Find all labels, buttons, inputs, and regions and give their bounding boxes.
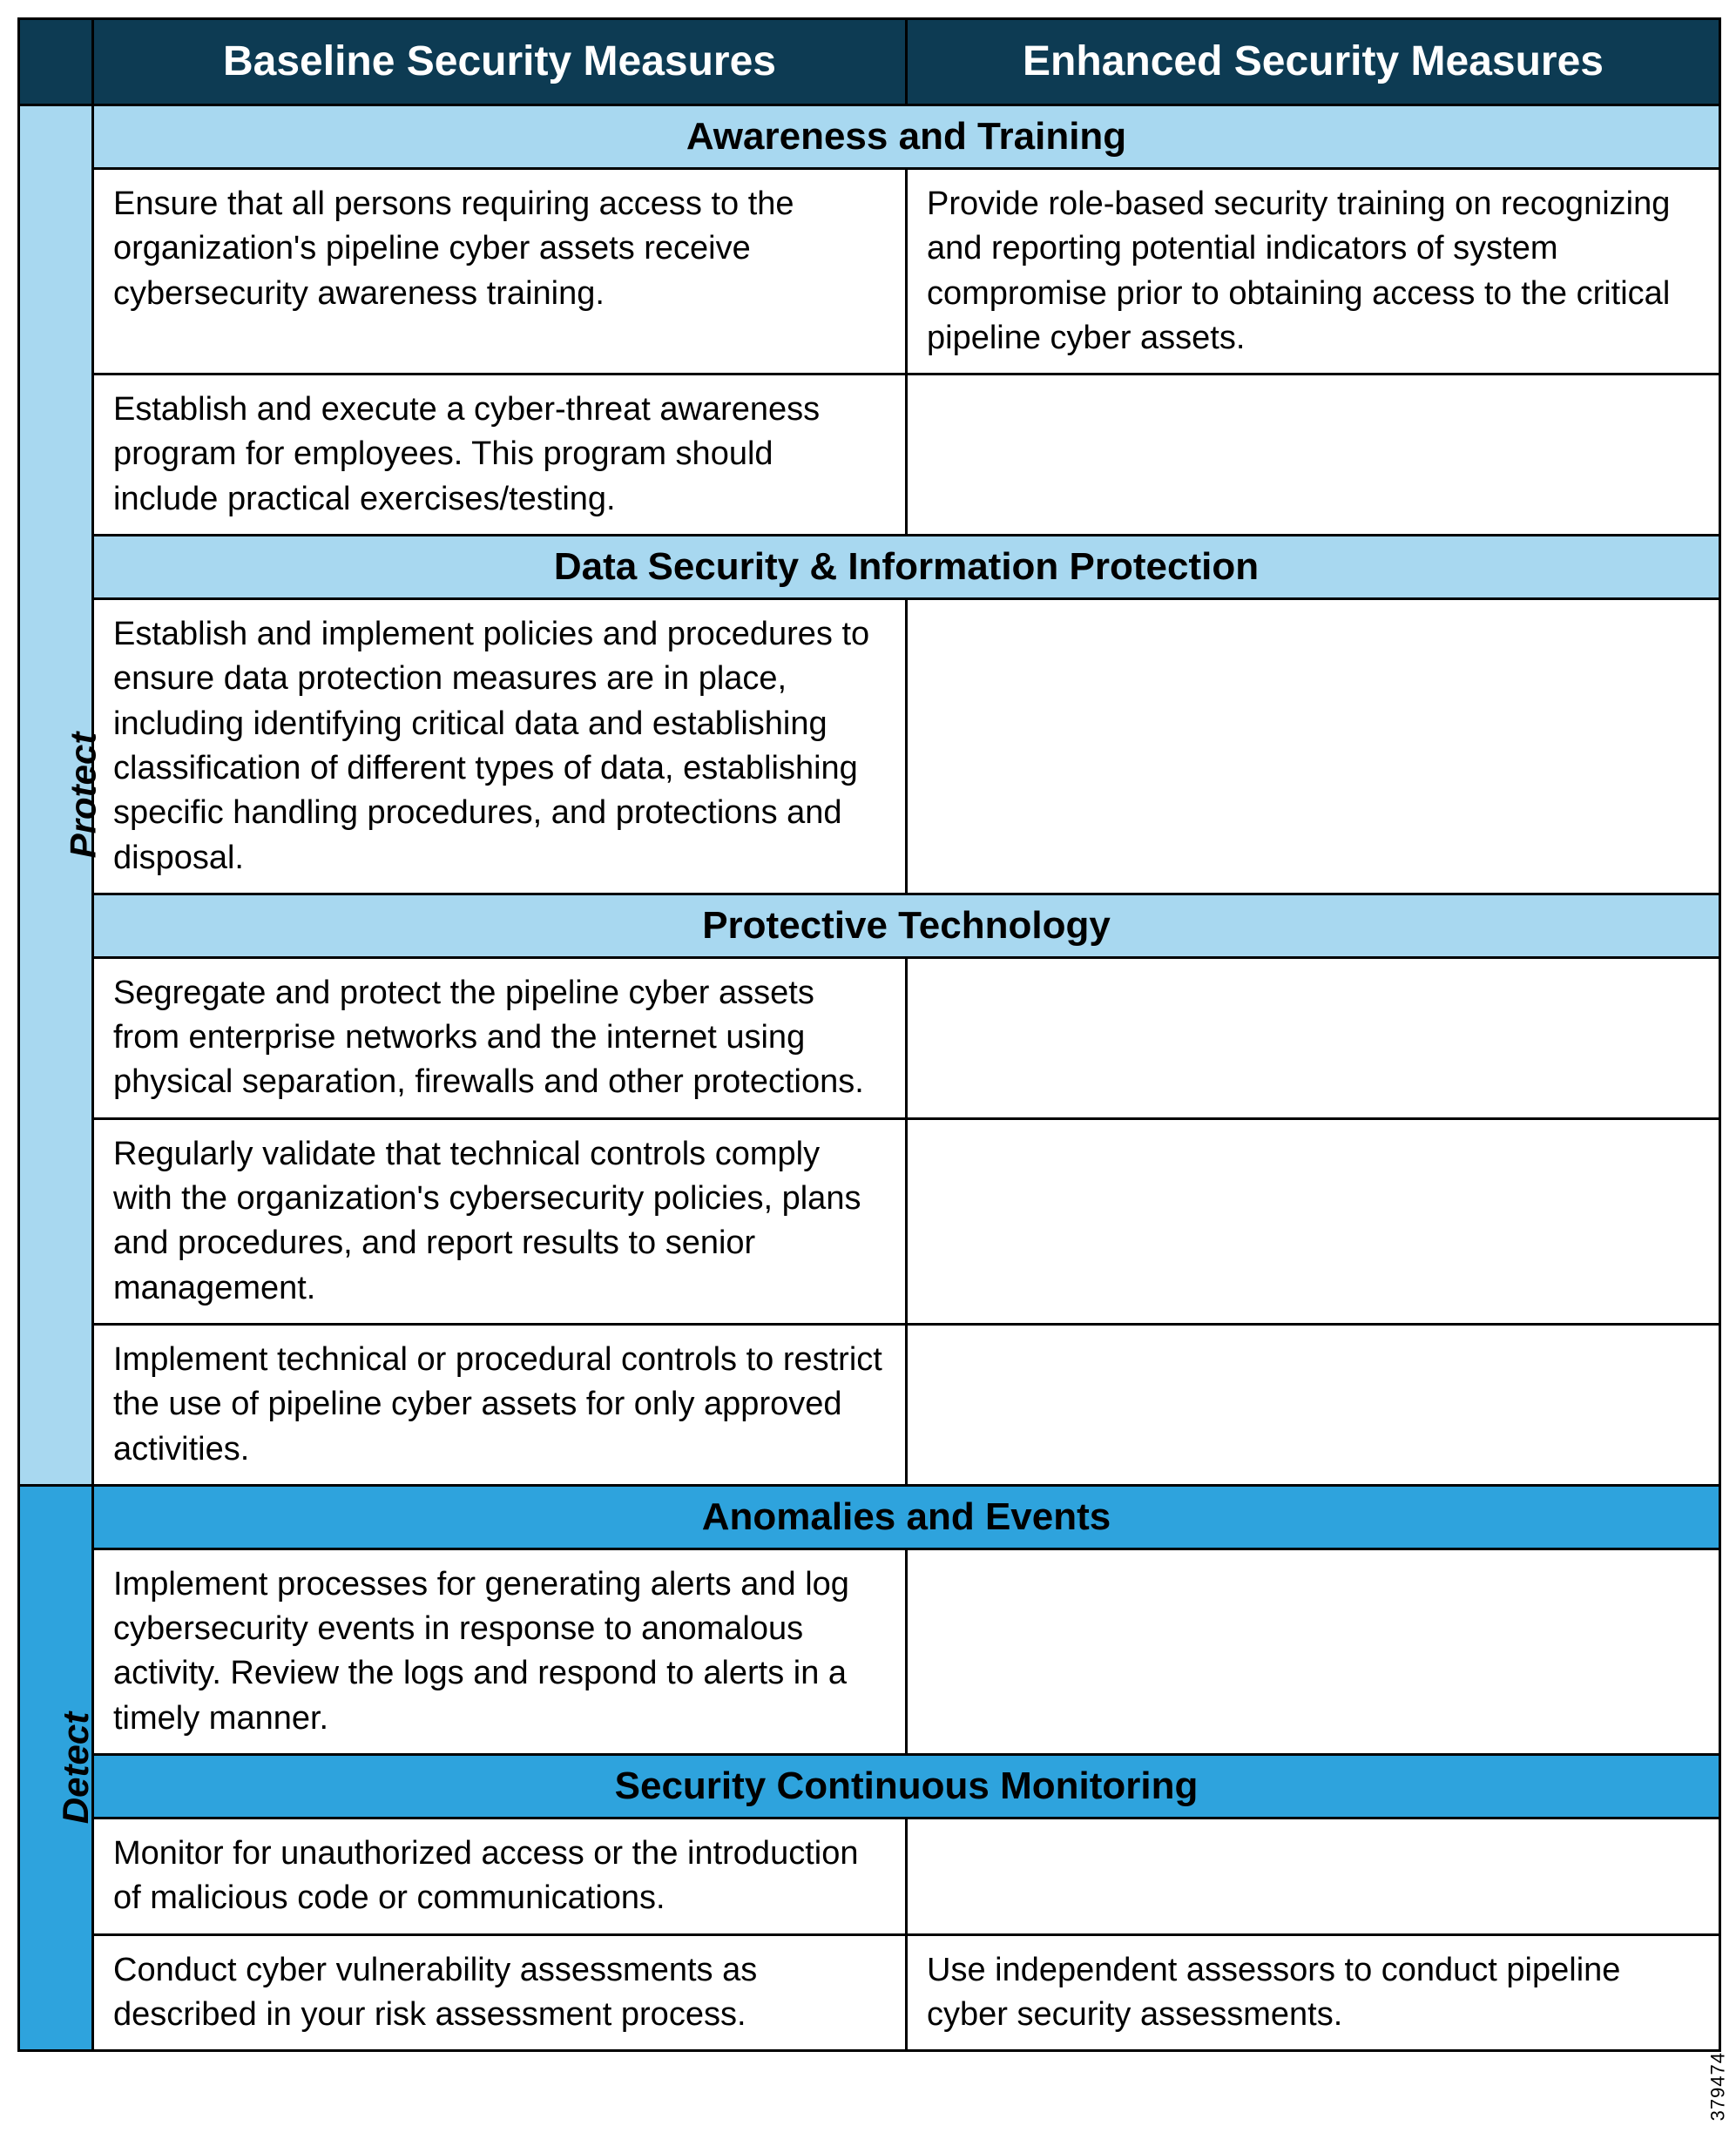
figure-code: 379474 — [1706, 2052, 1729, 2121]
section-header: Awareness and Training — [93, 105, 1720, 169]
section-header: Security Continuous Monitoring — [93, 1755, 1720, 1818]
section-header: Protective Technology — [93, 894, 1720, 957]
group-label: Protect — [19, 105, 93, 1486]
baseline-cell: Ensure that all persons requiring access… — [93, 169, 907, 374]
header-corner — [19, 19, 93, 105]
group-label-text: Protect — [62, 732, 104, 859]
baseline-cell: Segregate and protect the pipeline cyber… — [93, 957, 907, 1118]
header-baseline: Baseline Security Measures — [93, 19, 907, 105]
enhanced-cell: Provide role-based security training on … — [907, 169, 1720, 374]
section-header: Anomalies and Events — [93, 1485, 1720, 1549]
group-label: Detect — [19, 1485, 93, 2050]
baseline-cell: Regularly validate that technical contro… — [93, 1118, 907, 1324]
baseline-cell: Implement processes for generating alert… — [93, 1549, 907, 1754]
baseline-cell: Establish and implement policies and pro… — [93, 599, 907, 894]
group-label-text: Detect — [55, 1712, 97, 1824]
enhanced-cell — [907, 1818, 1720, 1935]
enhanced-cell — [907, 1549, 1720, 1754]
table-wrapper: Baseline Security MeasuresEnhanced Secur… — [17, 17, 1719, 2052]
enhanced-cell — [907, 374, 1720, 536]
enhanced-cell: Use independent assessors to conduct pip… — [907, 1934, 1720, 2051]
enhanced-cell — [907, 957, 1720, 1118]
baseline-cell: Implement technical or procedural contro… — [93, 1324, 907, 1485]
baseline-cell: Establish and execute a cyber-threat awa… — [93, 374, 907, 536]
baseline-cell: Monitor for unauthorized access or the i… — [93, 1818, 907, 1935]
baseline-cell: Conduct cyber vulnerability assessments … — [93, 1934, 907, 2051]
enhanced-cell — [907, 1118, 1720, 1324]
section-header: Data Security & Information Protection — [93, 536, 1720, 599]
security-measures-table: Baseline Security MeasuresEnhanced Secur… — [17, 17, 1721, 2052]
header-enhanced: Enhanced Security Measures — [907, 19, 1720, 105]
enhanced-cell — [907, 1324, 1720, 1485]
enhanced-cell — [907, 599, 1720, 894]
